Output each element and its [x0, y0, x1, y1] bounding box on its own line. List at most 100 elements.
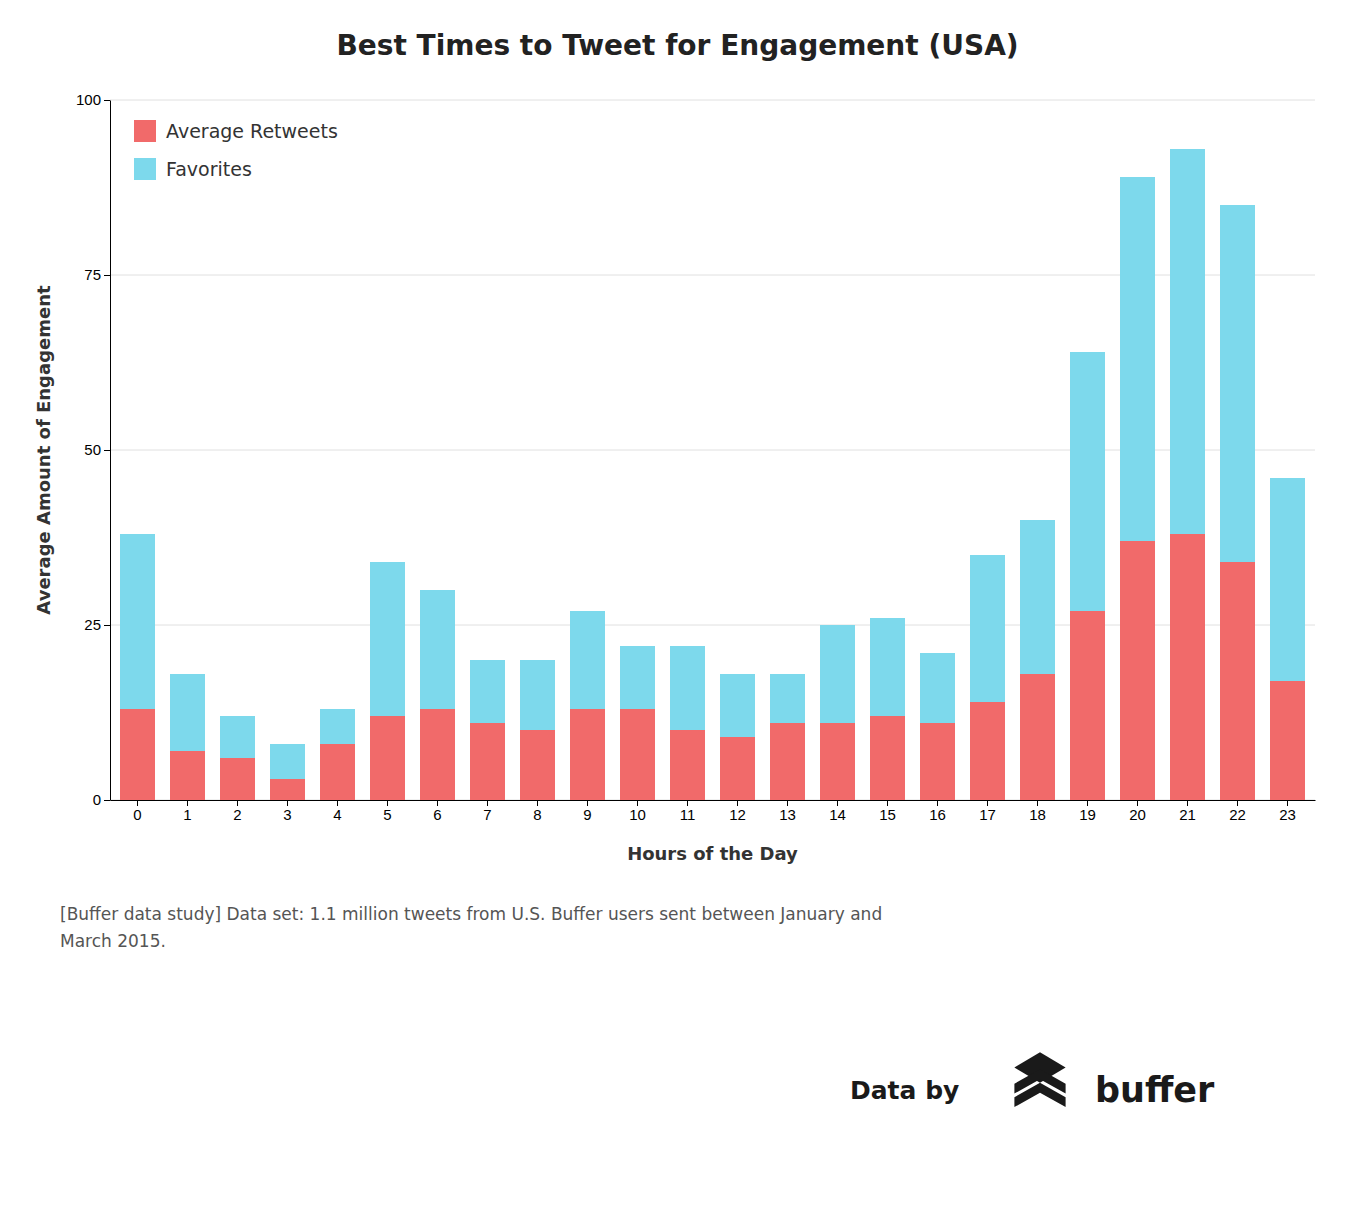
bar [770, 674, 805, 723]
bar-series [120, 534, 1305, 800]
x-tick-label: 4 [333, 806, 341, 823]
x-tick: 17 [979, 800, 996, 823]
x-tick-label: 0 [133, 806, 141, 823]
bar [720, 674, 755, 737]
x-tick: 0 [133, 800, 141, 823]
x-tick: 18 [1029, 800, 1046, 823]
bar [670, 730, 705, 800]
x-tick-label: 16 [929, 806, 946, 823]
x-tick: 4 [333, 800, 341, 823]
legend-swatch [134, 158, 156, 180]
legend-item: Average Retweets [134, 120, 338, 142]
bar [820, 625, 855, 723]
x-tick-label: 5 [383, 806, 391, 823]
x-axis: 01234567891011121314151617181920212223 [111, 800, 1316, 823]
y-tick: 0 [93, 791, 110, 808]
bar [620, 646, 655, 709]
footnote: [Buffer data study] Data set: 1.1 millio… [60, 904, 882, 951]
x-tick: 10 [629, 800, 646, 823]
bar [1270, 478, 1305, 681]
y-axis-title: Average Amount of Engagement [33, 285, 54, 615]
x-tick: 9 [583, 800, 591, 823]
bar [920, 723, 955, 800]
x-tick: 1 [183, 800, 191, 823]
bar [970, 702, 1005, 800]
bar [1170, 534, 1205, 800]
bar [920, 653, 955, 723]
y-tick-mark [104, 100, 110, 101]
bar [420, 709, 455, 800]
x-tick-label: 1 [183, 806, 191, 823]
x-tick-label: 18 [1029, 806, 1046, 823]
bar [470, 723, 505, 800]
bar [1120, 541, 1155, 800]
y-tick: 25 [84, 616, 110, 633]
bar [420, 590, 455, 709]
bar-series [120, 149, 1305, 779]
y-tick-label: 0 [93, 791, 101, 808]
x-tick-label: 15 [879, 806, 896, 823]
x-axis-line [111, 800, 1316, 801]
x-tick: 12 [729, 800, 746, 823]
y-axis: 0 25 50 75 100 [76, 91, 111, 808]
bar [120, 534, 155, 709]
y-tick-mark [104, 800, 110, 801]
bar [320, 709, 355, 744]
chart-svg: 0123456789101112131415161718192021222302… [0, 0, 1355, 1227]
bar [270, 744, 305, 779]
x-tick: 13 [779, 800, 796, 823]
x-tick-label: 14 [829, 806, 846, 823]
bar [820, 723, 855, 800]
bar [170, 751, 205, 800]
x-tick-label: 11 [680, 806, 696, 823]
y-tick-label: 50 [84, 441, 101, 458]
bar [870, 716, 905, 800]
bar [570, 709, 605, 800]
x-tick: 21 [1179, 800, 1196, 823]
bar [1070, 352, 1105, 611]
x-tick: 8 [533, 800, 541, 823]
y-tick: 75 [84, 266, 110, 283]
x-tick-label: 20 [1129, 806, 1146, 823]
x-tick: 6 [433, 800, 441, 823]
x-tick: 15 [879, 800, 896, 823]
x-tick-label: 2 [233, 806, 241, 823]
x-tick: 11 [680, 800, 696, 823]
bar [1020, 520, 1055, 674]
bar [170, 674, 205, 751]
y-tick-label: 25 [84, 616, 101, 633]
x-tick: 22 [1229, 800, 1246, 823]
x-axis-title: Hours of the Day [627, 843, 798, 864]
bar [1120, 177, 1155, 541]
footnote-line: March 2015. [60, 931, 166, 951]
y-tick-mark [104, 450, 110, 451]
y-tick-label: 100 [76, 91, 101, 108]
bars [120, 149, 1305, 800]
x-tick: 7 [483, 800, 491, 823]
bar [120, 709, 155, 800]
x-tick: 3 [283, 800, 291, 823]
x-tick: 19 [1079, 800, 1096, 823]
bar [370, 716, 405, 800]
bar [620, 709, 655, 800]
x-tick: 5 [383, 800, 391, 823]
y-tick-mark [104, 275, 110, 276]
legend-label: Favorites [166, 158, 252, 180]
branding-text: Data by [850, 1076, 959, 1105]
x-tick-label: 10 [629, 806, 646, 823]
x-tick: 20 [1129, 800, 1146, 823]
legend-swatch [134, 120, 156, 142]
bar [520, 660, 555, 730]
bar [320, 744, 355, 800]
bar [270, 779, 305, 800]
bar [720, 737, 755, 800]
title: Best Times to Tweet for Engagement (USA) [336, 29, 1018, 62]
grid-line [110, 100, 1315, 101]
bar [1270, 681, 1305, 800]
y-tick: 100 [76, 91, 110, 108]
x-tick-label: 9 [583, 806, 591, 823]
x-tick-label: 13 [779, 806, 796, 823]
bar [370, 562, 405, 716]
y-axis-line [110, 101, 111, 801]
footnote-line: [Buffer data study] Data set: 1.1 millio… [60, 904, 882, 924]
